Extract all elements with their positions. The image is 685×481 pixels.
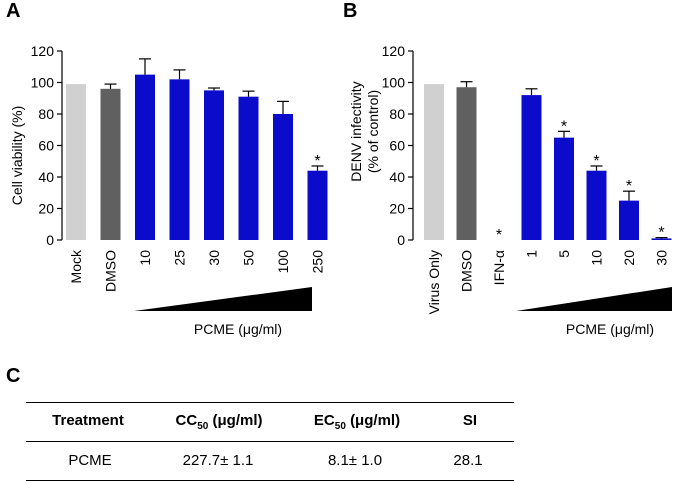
bar xyxy=(456,87,477,240)
y-axis-label: (% of control) xyxy=(365,90,381,173)
y-tick-label: 0 xyxy=(46,232,54,248)
panel-label-a: A xyxy=(6,0,21,22)
table-row: PCME 227.7± 1.1 8.1± 1.0 28.1 xyxy=(26,443,514,479)
x-tick-label: IFN-α xyxy=(491,250,507,285)
x-tick-label: 30 xyxy=(654,250,670,266)
bar xyxy=(554,137,574,240)
header-si: SI xyxy=(462,412,478,429)
x-tick-label: 20 xyxy=(621,250,637,266)
significance-mark: * xyxy=(314,153,320,170)
bar xyxy=(135,74,155,240)
y-tick-label: 40 xyxy=(38,169,54,185)
bar xyxy=(521,95,542,240)
significance-mark: * xyxy=(496,227,502,244)
x-tick-label: Mock xyxy=(68,249,84,283)
x-tick-label: 25 xyxy=(172,250,188,266)
x-tick-label: DMSO xyxy=(459,250,475,292)
bar xyxy=(307,170,328,240)
bar xyxy=(66,84,86,240)
y-tick-label: 100 xyxy=(382,75,406,91)
x-tick-label: 10 xyxy=(137,250,153,266)
x-tick-label: 5 xyxy=(556,250,572,258)
concentration-wedge xyxy=(516,287,672,311)
bar xyxy=(651,238,672,240)
bar xyxy=(586,170,607,240)
panel-label-b: B xyxy=(343,0,358,22)
significance-mark: * xyxy=(626,178,632,195)
y-tick-label: 60 xyxy=(38,138,54,154)
bar xyxy=(100,88,121,240)
table-top-rule xyxy=(26,402,514,403)
x-tick-label: 1 xyxy=(524,250,540,258)
bar xyxy=(424,84,444,240)
y-axis-label: DENV infectivity xyxy=(348,81,364,181)
significance-mark: * xyxy=(593,153,599,170)
y-tick-label: 60 xyxy=(389,138,405,154)
gradient-label: PCME (μg/ml) xyxy=(566,321,654,337)
bar xyxy=(204,90,224,240)
cell-treatment: PCME xyxy=(68,452,112,469)
x-tick-label: 250 xyxy=(310,250,326,274)
x-tick-label: 50 xyxy=(241,250,257,266)
cell-si: 28.1 xyxy=(453,452,483,469)
cell-ec50: 8.1± 1.0 xyxy=(327,452,383,469)
y-axis-label: Cell viability (%) xyxy=(9,106,25,206)
y-tick-label: 20 xyxy=(389,201,405,217)
bar xyxy=(273,114,293,240)
table-header-row: Treatment CC50 (μg/ml) EC50 (μg/ml) SI xyxy=(26,403,514,439)
header-cc50: CC50 (μg/ml) xyxy=(175,412,263,432)
x-tick-label: Virus Only xyxy=(426,250,442,314)
y-tick-label: 20 xyxy=(38,201,54,217)
bar xyxy=(619,200,639,240)
header-treatment: Treatment xyxy=(52,412,124,429)
cell-cc50: 227.7± 1.1 xyxy=(182,452,254,469)
bar xyxy=(169,79,190,240)
y-tick-label: 100 xyxy=(31,75,55,91)
x-tick-label: DMSO xyxy=(103,250,119,292)
y-tick-label: 0 xyxy=(397,232,405,248)
y-tick-label: 120 xyxy=(31,43,55,59)
x-tick-label: 30 xyxy=(206,250,222,266)
y-tick-label: 120 xyxy=(382,43,406,59)
gradient-label: PCME (μg/ml) xyxy=(194,321,282,337)
panel-label-c: C xyxy=(6,365,21,387)
concentration-wedge xyxy=(134,287,312,311)
y-tick-label: 80 xyxy=(389,106,405,122)
y-tick-label: 40 xyxy=(389,169,405,185)
x-tick-label: 10 xyxy=(589,250,605,266)
header-ec50: EC50 (μg/ml) xyxy=(313,412,401,432)
table-mid-rule xyxy=(26,441,514,442)
significance-mark: * xyxy=(658,225,664,242)
bar xyxy=(238,96,259,240)
y-tick-label: 80 xyxy=(38,106,54,122)
significance-mark: * xyxy=(561,118,567,135)
x-tick-label: 100 xyxy=(275,250,291,274)
